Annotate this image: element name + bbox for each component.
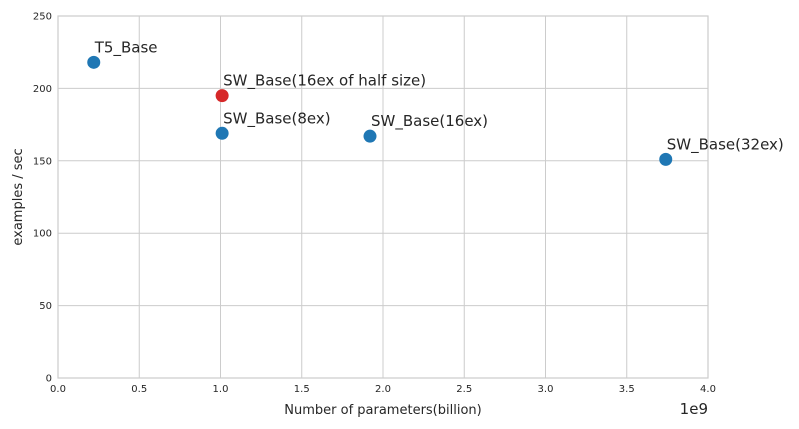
x-tick-label: 2.0 xyxy=(375,384,391,395)
plot-frame xyxy=(57,15,709,379)
data-point-label: SW_Base(32ex) xyxy=(667,135,784,154)
x-axis-label: Number of parameters(billion) xyxy=(284,403,481,418)
y-tick-label: 50 xyxy=(39,301,52,312)
data-point-label: T5_Base xyxy=(94,38,158,57)
data-point-label: SW_Base(16ex) xyxy=(371,112,488,131)
y-tick-label: 200 xyxy=(33,84,52,95)
data-point xyxy=(87,55,101,69)
y-tick-label: 100 xyxy=(33,229,52,240)
x-tick-label: 0.0 xyxy=(50,384,66,395)
tick-labels: 0.0 0.5 1.0 1.5 2.0 2.5 3.0 3.5 4.0 0 50 100 150 200 2… xyxy=(33,12,716,396)
x-tick-label: 1.0 xyxy=(213,384,229,395)
x-tick-label: 4.0 xyxy=(700,384,716,395)
data-points: T5_Base SW_Base(16ex of half size) SW_Base… xyxy=(87,38,784,166)
data-point xyxy=(659,152,673,166)
data-point xyxy=(215,126,229,140)
y-tick-label: 0 xyxy=(46,374,52,385)
data-point xyxy=(215,89,229,103)
x-tick-label: 3.0 xyxy=(538,384,554,395)
x-tick-label: 3.5 xyxy=(619,384,635,395)
grid xyxy=(57,15,709,379)
y-tick-label: 250 xyxy=(33,12,52,23)
x-tick-label: 2.5 xyxy=(456,384,472,395)
x-tick-label: 0.5 xyxy=(131,384,147,395)
data-point-label: SW_Base(16ex of half size) xyxy=(223,72,426,91)
x-axis-offset-label: 1e9 xyxy=(680,400,708,418)
data-point-label: SW_Base(8ex) xyxy=(223,109,330,128)
data-point xyxy=(363,129,377,143)
x-tick-label: 1.5 xyxy=(294,384,310,395)
y-axis-label: examples / sec xyxy=(11,148,26,245)
y-tick-label: 150 xyxy=(33,156,52,167)
